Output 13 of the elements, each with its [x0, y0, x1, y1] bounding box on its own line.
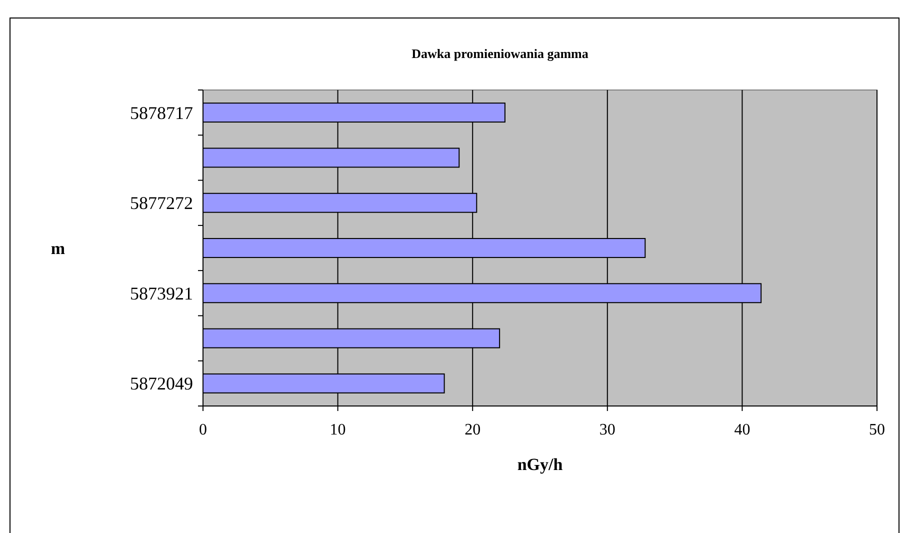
y-tick-label: 5877272 [130, 193, 193, 214]
x-tick-label: 0 [199, 421, 207, 438]
x-tick-label: 30 [599, 421, 616, 438]
chart-title: Dawka promieniowania gamma [412, 46, 589, 61]
y-tick-label: 5873921 [130, 283, 193, 304]
x-tick-label: 20 [464, 421, 481, 438]
x-tick-label: 50 [869, 421, 885, 438]
x-tick-label: 40 [734, 421, 750, 438]
x-tick-label: 10 [330, 421, 346, 438]
y-tick-label: 5878717 [130, 102, 193, 123]
y-tick-label: 5872049 [130, 374, 193, 394]
x-axis-title: nGy/h [517, 455, 564, 474]
y-axis-title: m [50, 239, 66, 258]
